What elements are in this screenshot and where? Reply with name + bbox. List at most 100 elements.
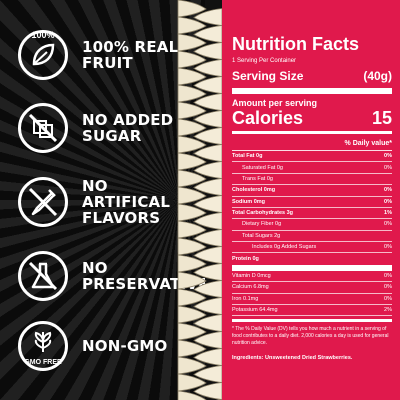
tooth-right bbox=[193, 246, 223, 264]
tooth-right bbox=[193, 161, 223, 179]
gmo-free-icon: GMO FREE bbox=[18, 321, 68, 371]
nutrient-dv: 0% bbox=[384, 272, 392, 279]
tooth-left bbox=[177, 339, 207, 358]
nutrient-name: Dietary Fiber 0g bbox=[242, 221, 282, 228]
feature-label: No Preservatives bbox=[82, 259, 205, 293]
nutrition-panel: Nutrition Facts 1 Serving Per Container … bbox=[222, 0, 400, 400]
nutrient-name: Total Carbohydrates 3g bbox=[232, 210, 294, 217]
no-dropper-icon bbox=[18, 177, 68, 227]
calories-value: 15 bbox=[371, 108, 392, 128]
tooth-left bbox=[177, 84, 207, 103]
leaf-icon: 100% bbox=[18, 30, 68, 80]
tooth-right bbox=[193, 280, 223, 298]
daily-value-header: % Daily value* bbox=[344, 140, 392, 147]
tooth-right bbox=[193, 110, 223, 128]
tooth-right bbox=[193, 365, 223, 383]
nutrient-dv: 0% bbox=[384, 295, 392, 302]
divider-thin bbox=[232, 150, 392, 151]
nutrient-name: Potassium 64.4mg bbox=[232, 307, 278, 314]
tooth-right bbox=[193, 127, 223, 145]
calories-label: Calories bbox=[232, 108, 304, 128]
feature-no-preservatives: No Preservatives bbox=[18, 248, 205, 304]
nutrient-name: Calcium 6.8mg bbox=[232, 284, 269, 291]
nutrient-row: Total Fat 0g 0% bbox=[232, 151, 392, 163]
divider-medium bbox=[232, 131, 392, 134]
tooth-left bbox=[177, 186, 207, 205]
tooth-right bbox=[193, 314, 223, 332]
tooth-left bbox=[177, 50, 207, 69]
tooth-right bbox=[193, 93, 223, 111]
tooth-left bbox=[177, 33, 207, 52]
tooth-right bbox=[193, 178, 223, 196]
feature-no-sugar: No Added Sugar bbox=[18, 100, 193, 156]
feature-label: No Added Sugar bbox=[82, 111, 174, 145]
amount-per-serving: Amount per serving bbox=[232, 98, 318, 108]
divider-medium bbox=[232, 319, 392, 323]
tooth-left bbox=[177, 305, 207, 324]
feature-non-gmo: GMO FREE Non-GMO bbox=[18, 318, 193, 374]
tooth-right bbox=[193, 59, 223, 77]
nutrient-dv: 1% bbox=[384, 210, 392, 217]
nutrient-row: Potassium 64.4mg 2% bbox=[232, 305, 392, 317]
nutrient-row: Cholesterol 0mg 0% bbox=[232, 185, 392, 197]
serving-size-row: Serving Size (40g) bbox=[232, 69, 392, 83]
nutrient-row: Protein 0g bbox=[232, 253, 392, 263]
gmo-free-text: GMO FREE bbox=[24, 359, 62, 366]
tooth-left bbox=[177, 271, 207, 290]
tooth-right bbox=[193, 348, 223, 366]
nutrient-row: Dietary Fiber 0g 0% bbox=[232, 219, 392, 231]
tooth-right bbox=[193, 42, 223, 60]
nutrient-name: Total Sugars 2g bbox=[242, 232, 281, 239]
nutrient-dv: 0% bbox=[384, 284, 392, 291]
feature-no-artificial-flavors: No Artifical Flavors bbox=[18, 174, 193, 230]
nutrient-dv: 0% bbox=[384, 187, 392, 194]
nutrition-facts-label: Nutrition Facts 1 Serving Per Container … bbox=[232, 34, 392, 361]
nutrient-name: Includes 0g Added Sugars bbox=[252, 244, 317, 251]
serving-size-label: Serving Size bbox=[232, 69, 304, 83]
tooth-right bbox=[193, 8, 223, 26]
ingredients-text: Ingredients: Unsweetened Dried Strawberr… bbox=[232, 355, 353, 362]
nutrient-dv: 0% bbox=[384, 153, 392, 160]
nutrient-row: Iron 0.1mg 0% bbox=[232, 294, 392, 305]
divider-thick bbox=[232, 88, 392, 94]
nutrient-dv: 0% bbox=[384, 244, 392, 251]
tooth-right bbox=[193, 382, 223, 400]
nutrition-title: Nutrition Facts bbox=[232, 34, 360, 54]
nutrient-row: Sodium 0mg 0% bbox=[232, 197, 392, 208]
nutrient-name: Sodium 0mg bbox=[232, 198, 266, 205]
tooth-left bbox=[177, 390, 207, 400]
tooth-right bbox=[193, 331, 223, 349]
nutrient-name: Saturated Fat 0g bbox=[242, 164, 283, 171]
tooth-left bbox=[177, 220, 207, 239]
tooth-right bbox=[193, 263, 223, 281]
tooth-left bbox=[177, 169, 207, 188]
badge-percent-text: 100% bbox=[31, 30, 55, 40]
tooth-left bbox=[177, 16, 207, 35]
nutrient-row: Saturated Fat 0g 0% bbox=[232, 162, 392, 174]
daily-value-footnote: * The % Daily Value (DV) tells you how m… bbox=[232, 326, 389, 347]
nutrient-row: Total Carbohydrates 3g 1% bbox=[232, 208, 392, 220]
nutrient-dv: 0% bbox=[384, 198, 392, 205]
nutrient-name: Protein 0g bbox=[232, 255, 259, 262]
nutrient-name: Iron 0.1mg bbox=[232, 295, 259, 302]
tooth-right bbox=[193, 144, 223, 162]
tooth-right bbox=[193, 212, 223, 230]
features-panel: 100% 100% Real Fruit No Added Sugar No bbox=[0, 0, 205, 400]
feature-real-fruit: 100% 100% Real Fruit bbox=[18, 27, 193, 83]
tooth-left bbox=[177, 356, 207, 375]
nutrient-row: Vitamin D 0mcg 0% bbox=[232, 271, 392, 283]
no-flask-icon bbox=[18, 251, 68, 301]
tooth-right bbox=[193, 195, 223, 213]
tooth-left bbox=[177, 254, 207, 273]
serving-size-value: (40g) bbox=[363, 69, 392, 83]
servings-per-container: 1 Serving Per Container bbox=[232, 58, 297, 64]
tooth-left bbox=[177, 0, 207, 18]
nutrient-dv: 0% bbox=[384, 221, 392, 228]
nutrient-dv: 2% bbox=[384, 307, 392, 314]
feature-label: No Artifical Flavors bbox=[82, 177, 171, 227]
tooth-left bbox=[177, 135, 207, 154]
nutrient-row: Calcium 6.8mg 0% bbox=[232, 282, 392, 294]
nutrient-row: Trans Fat 0g bbox=[232, 174, 392, 186]
nutrient-dv: 0% bbox=[384, 164, 392, 171]
tooth-right bbox=[193, 76, 223, 94]
